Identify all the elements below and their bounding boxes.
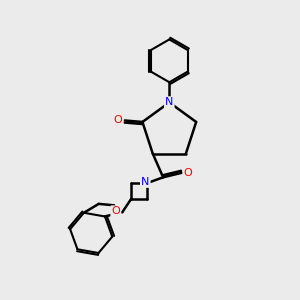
Text: N: N [141,177,149,187]
Text: O: O [112,206,120,217]
Text: O: O [184,168,193,178]
Text: N: N [165,98,173,107]
Text: O: O [114,116,122,125]
